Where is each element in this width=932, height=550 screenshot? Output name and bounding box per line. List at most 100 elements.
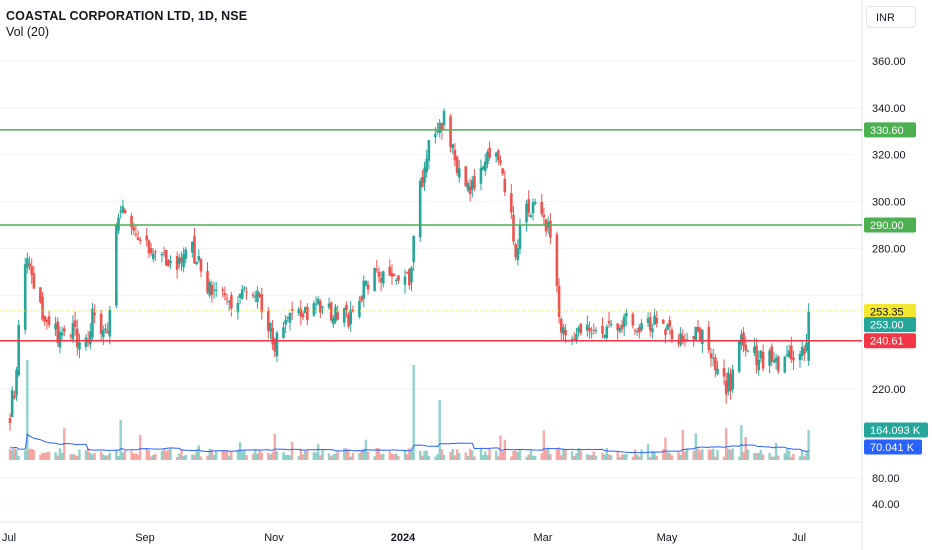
volume-bar — [390, 453, 394, 460]
candle-body — [223, 293, 227, 296]
candle-body — [108, 310, 112, 337]
volume-bar — [405, 454, 409, 460]
candle-body — [616, 323, 619, 331]
candle-body — [742, 332, 745, 347]
candle-body — [696, 326, 700, 332]
currency-button[interactable]: INR — [866, 6, 916, 28]
time-tick-label: Nov — [264, 532, 284, 544]
price-axis[interactable]: 360.00 340.00 320.00 300.00 280.00 220.00 — [872, 56, 906, 396]
candle-body — [464, 166, 468, 187]
volume-bar — [640, 449, 643, 460]
volume-bar — [412, 365, 415, 460]
candle-body — [60, 332, 64, 336]
candle-body — [54, 323, 57, 330]
volume-bar — [145, 448, 148, 460]
candle-body — [149, 248, 153, 254]
candle-body — [727, 372, 730, 392]
time-tick-label: Jul — [792, 532, 806, 544]
volume-indicator-label[interactable]: Vol (20) — [6, 25, 50, 39]
volume-bar — [744, 437, 747, 460]
candle-body — [32, 273, 36, 289]
candle-body — [516, 248, 520, 260]
candle-body — [395, 280, 398, 282]
price-tick-label: 340.00 — [872, 103, 906, 115]
candle-body — [501, 168, 504, 174]
volume-bar — [366, 451, 370, 460]
candle-body — [364, 280, 368, 286]
volume-bar — [547, 448, 550, 460]
candle-body — [56, 321, 60, 343]
volume-bar — [303, 451, 307, 460]
support-price-tag-bg — [864, 333, 916, 349]
candle-body — [499, 160, 502, 164]
candle-body — [442, 111, 446, 126]
volume-bar — [603, 454, 606, 460]
candle-body — [423, 167, 426, 183]
candle-body — [744, 344, 748, 351]
candle-body — [329, 302, 333, 321]
volume-bar — [149, 456, 153, 460]
candle-body — [438, 122, 442, 133]
candle-body — [43, 315, 47, 322]
horizontal-lines[interactable] — [0, 129, 862, 342]
volume-bar — [178, 453, 181, 460]
symbol-title[interactable]: COASTAL CORPORATION LTD, 1D, NSE — [6, 9, 248, 23]
candle-body — [570, 338, 574, 341]
volume-bar — [343, 448, 346, 460]
volume-bar — [193, 454, 196, 460]
volume-bar — [497, 456, 500, 460]
volume-bar — [41, 452, 44, 460]
volume-bar — [123, 450, 127, 460]
volume-bar — [139, 435, 142, 460]
candle-body — [89, 331, 92, 345]
candle-body — [800, 346, 804, 357]
volume-ma-tag-bg — [864, 439, 922, 455]
time-axis[interactable]: Jul Sep Nov 2024 Mar May Jul — [2, 532, 806, 544]
candle-body — [434, 133, 437, 138]
candle-body — [740, 334, 743, 345]
volume-bar — [683, 451, 687, 460]
candle-body — [271, 327, 274, 345]
candle-body — [698, 328, 702, 341]
candle-body — [197, 256, 201, 261]
candle-body — [451, 144, 455, 149]
volume-last-tag: 164.093 K — [864, 422, 928, 438]
volume-bar — [69, 454, 72, 460]
candle-body — [253, 296, 257, 298]
volume-bar — [269, 454, 272, 460]
volume-bar — [618, 456, 622, 460]
volume-bar — [26, 360, 29, 460]
candle-body — [360, 296, 363, 302]
volume-bar — [653, 452, 656, 460]
candle-body — [167, 259, 170, 267]
candle-body — [214, 290, 218, 292]
candle-body — [716, 368, 719, 375]
volume-bar — [481, 455, 485, 460]
volume-bar — [63, 428, 66, 460]
volume-bar — [121, 452, 125, 460]
volume-bar — [711, 448, 715, 460]
volume-bar — [740, 425, 743, 460]
candle-body — [449, 116, 452, 147]
volume-bar — [668, 453, 671, 460]
volume-bar — [540, 453, 543, 460]
candle-body — [483, 161, 487, 171]
volume-bar — [555, 449, 559, 460]
volume-bar — [455, 449, 459, 460]
candle-body — [390, 272, 394, 277]
volume-bar — [221, 450, 224, 460]
volume-bar — [468, 448, 472, 460]
candle-body — [646, 318, 650, 323]
candle-body — [514, 244, 517, 258]
volume-bar — [273, 433, 276, 460]
volume-axis[interactable]: 80.00 40.00 — [872, 473, 900, 511]
volume-bar — [800, 449, 804, 460]
candle-body — [622, 316, 626, 327]
volume-tick-label: 40.00 — [872, 499, 900, 511]
volume-bar — [679, 454, 682, 460]
volume-bar — [701, 449, 704, 460]
candle-body — [28, 263, 31, 267]
volume-bar — [707, 449, 711, 460]
volume-last-tag-text: 164.093 K — [870, 425, 921, 437]
